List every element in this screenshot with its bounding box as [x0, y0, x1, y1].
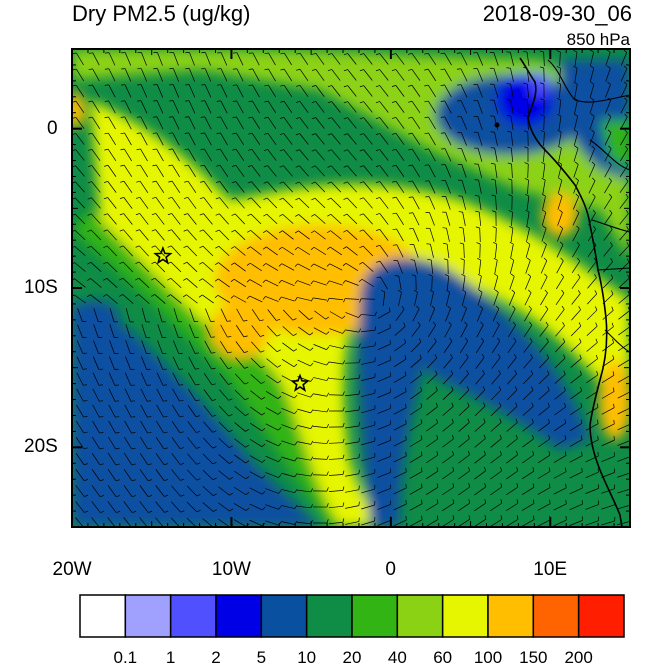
colorbar-swatch — [261, 595, 306, 637]
x-tick-label: 0 — [385, 559, 396, 581]
x-tick-label: 10W — [212, 559, 251, 581]
x-tick-label: 20W — [53, 559, 92, 581]
colorbar-swatch — [352, 595, 397, 637]
x-tick-label: 10E — [533, 559, 567, 581]
colorbar-swatch — [488, 595, 533, 637]
colorbar-swatch — [533, 595, 578, 637]
colorbar — [80, 595, 624, 637]
colorbar-swatch — [307, 595, 352, 637]
colorbar-swatch — [443, 595, 488, 637]
colorbar-swatch — [397, 595, 442, 637]
wind-barb-flag — [217, 85, 221, 86]
colorbar-swatch — [80, 595, 125, 637]
colorbar-swatch — [216, 595, 261, 637]
colorbar-swatch — [125, 595, 170, 637]
pm25-field — [65, 49, 631, 529]
wind-barb-flag — [201, 101, 205, 102]
colorbar-label: 200 — [549, 648, 609, 668]
colorbar-swatch — [171, 595, 216, 637]
colorbar-swatch — [579, 595, 624, 637]
wind-barb-flag — [614, 420, 615, 424]
y-tick-label: 0 — [47, 118, 58, 140]
y-tick-label: 10S — [24, 277, 58, 299]
y-tick-label: 20S — [24, 436, 58, 458]
